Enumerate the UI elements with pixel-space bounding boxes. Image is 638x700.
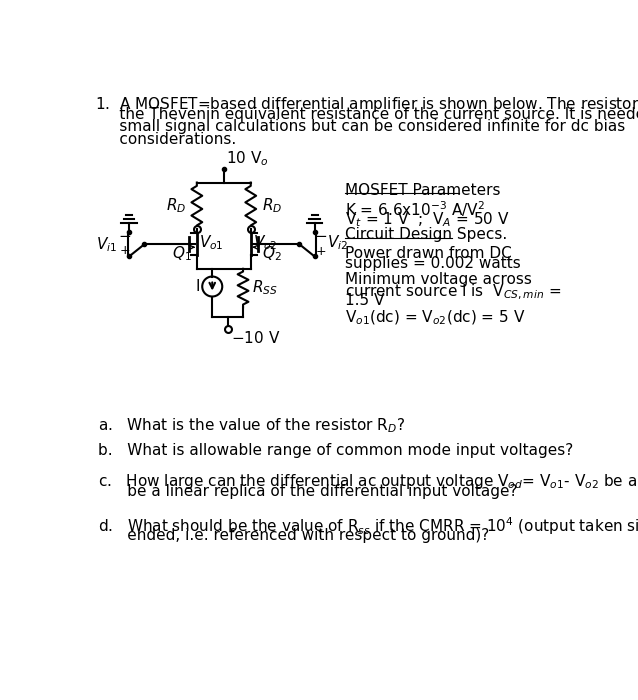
Text: $R_D$: $R_D$ <box>166 196 186 215</box>
Text: be a linear replica of the differential input voltage?: be a linear replica of the differential … <box>98 484 518 499</box>
Text: V$_{o1}$(dc) = V$_{o2}$(dc) = 5 V: V$_{o1}$(dc) = V$_{o2}$(dc) = 5 V <box>345 309 525 327</box>
Text: Circuit Design Specs.: Circuit Design Specs. <box>345 228 507 242</box>
Text: K = 6.6x10$^{-3}$ A/V$^{2}$: K = 6.6x10$^{-3}$ A/V$^{2}$ <box>345 199 485 219</box>
Text: 1.5 V: 1.5 V <box>345 293 384 309</box>
Text: +: + <box>316 246 326 258</box>
Text: $R_D$: $R_D$ <box>262 196 282 215</box>
Text: b.   What is allowable range of common mode input voltages?: b. What is allowable range of common mod… <box>98 443 574 458</box>
Text: ended, i.e. referenced with respect to ground)?: ended, i.e. referenced with respect to g… <box>98 528 489 542</box>
Text: $V_{o1}$: $V_{o1}$ <box>199 233 224 252</box>
Text: a.   What is the value of the resistor R$_D$?: a. What is the value of the resistor R$_… <box>98 416 405 435</box>
Text: Minimum voltage across: Minimum voltage across <box>345 272 531 287</box>
Text: $Q_1$: $Q_1$ <box>172 244 192 262</box>
Text: Power drawn from DC: Power drawn from DC <box>345 246 512 260</box>
Text: small signal calculations but can be considered infinite for dc bias: small signal calculations but can be con… <box>95 120 625 134</box>
Text: MOSFET Parameters: MOSFET Parameters <box>345 183 500 197</box>
Text: $R_{SS}$: $R_{SS}$ <box>252 279 278 298</box>
Text: d.   What should be the value of R$_{ss}$ if the CMRR = 10$^4$ (output taken sin: d. What should be the value of R$_{ss}$ … <box>98 515 638 537</box>
Text: $V_{i2}$: $V_{i2}$ <box>327 233 348 252</box>
Text: +: + <box>119 244 130 257</box>
Text: c.   How large can the differential ac output voltage V$_{od}$= V$_{o1}$- V$_{o2: c. How large can the differential ac out… <box>98 472 638 491</box>
Text: $Q_2$: $Q_2$ <box>262 244 281 262</box>
Text: the Thevenin equivalent resistance of the current source. It is needed for: the Thevenin equivalent resistance of th… <box>95 107 638 122</box>
Text: 10 V$_o$: 10 V$_o$ <box>226 149 269 168</box>
Text: V$_t$ = 1 V  ;  V$_A$ = 50 V: V$_t$ = 1 V ; V$_A$ = 50 V <box>345 210 509 229</box>
Text: $V_{o2}$: $V_{o2}$ <box>253 233 278 252</box>
Text: −: − <box>118 229 131 244</box>
Text: $V_{i1}$: $V_{i1}$ <box>96 234 117 253</box>
Text: I: I <box>195 279 200 294</box>
Text: 1.  A MOSFET=based differential amplifier is shown below. The resistor R$_{SS}$ : 1. A MOSFET=based differential amplifier… <box>95 94 638 114</box>
Text: current source I is  V$_{CS,min}$ =: current source I is V$_{CS,min}$ = <box>345 283 561 302</box>
Text: $-$10 V: $-$10 V <box>231 330 280 346</box>
Text: supplies = 0.002 watts: supplies = 0.002 watts <box>345 256 521 272</box>
Text: −: − <box>315 229 327 244</box>
Text: considerations.: considerations. <box>95 132 237 147</box>
